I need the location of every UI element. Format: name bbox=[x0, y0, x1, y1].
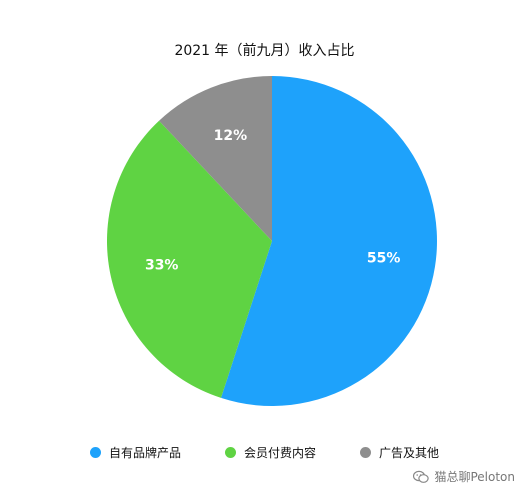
slice-label-own-brand: 55% bbox=[367, 251, 401, 267]
legend-label-own-brand: 自有品牌产品 bbox=[108, 446, 181, 460]
slice-label-membership: 33% bbox=[145, 258, 179, 274]
watermark-text: 猫总聊Peloton bbox=[434, 470, 515, 484]
legend-swatch-membership bbox=[224, 447, 236, 458]
pie-slice-ads-other bbox=[159, 76, 272, 241]
pie-slice-own-brand bbox=[221, 76, 438, 407]
legend-swatch-ads-other bbox=[360, 447, 371, 458]
slice-labels: 55% 33% 12% bbox=[145, 128, 400, 274]
pie-slices bbox=[107, 76, 438, 407]
legend: 自有品牌产品 会员付费内容 广告及其他 bbox=[0, 444, 529, 461]
legend-item-ads-other: 广告及其他 bbox=[360, 444, 439, 461]
legend-swatch-own-brand bbox=[89, 447, 101, 458]
legend-label-membership: 会员付费内容 bbox=[243, 446, 316, 460]
pie-slice-membership bbox=[107, 120, 273, 398]
wechat-icon bbox=[413, 470, 430, 483]
chart-title: 2021 年（前九月）收入占比 bbox=[174, 43, 355, 59]
slice-label-ads-other: 12% bbox=[214, 128, 248, 144]
legend-item-own-brand: 自有品牌产品 bbox=[89, 444, 181, 461]
watermark: 猫总聊Peloton bbox=[413, 468, 515, 485]
legend-label-ads-other: 广告及其他 bbox=[379, 446, 440, 460]
legend-item-membership: 会员付费内容 bbox=[224, 444, 316, 461]
